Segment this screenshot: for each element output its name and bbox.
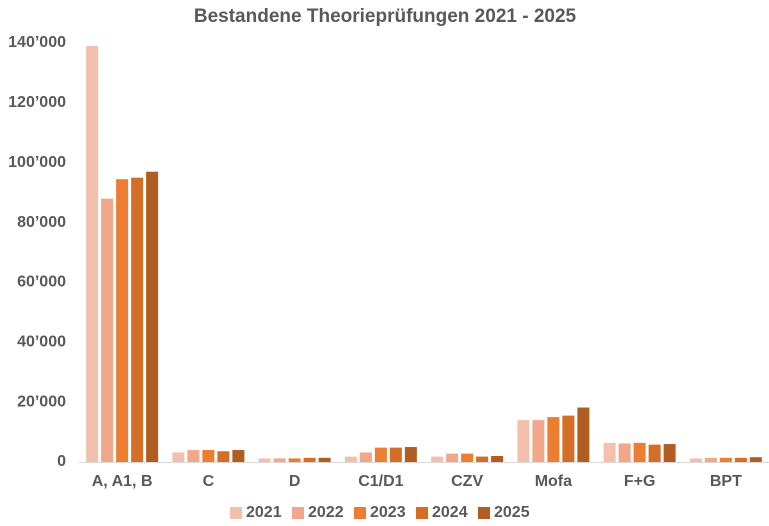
legend-label: 2021 xyxy=(246,504,282,521)
bar xyxy=(689,458,702,462)
chart-title: Bestandene Theorieprüfungen 2021 - 2025 xyxy=(194,6,577,27)
y-tick-label: 80’000 xyxy=(17,214,66,231)
y-tick-label: 120’000 xyxy=(8,94,66,111)
legend-label: 2024 xyxy=(432,504,468,521)
x-tick-label: A, A1, B xyxy=(92,473,153,490)
bar xyxy=(172,452,185,462)
bar xyxy=(318,457,331,462)
legend-label: 2025 xyxy=(494,504,530,521)
bar xyxy=(86,45,99,462)
bar xyxy=(633,442,646,462)
y-tick-label: 40’000 xyxy=(17,334,66,351)
bar xyxy=(749,457,762,462)
bar xyxy=(719,457,732,462)
bar xyxy=(663,444,676,462)
bar xyxy=(359,452,372,462)
bar xyxy=(273,458,286,462)
x-tick-label: F+G xyxy=(624,473,656,490)
y-tick-label: 100’000 xyxy=(8,154,66,171)
y-tick-label: 0 xyxy=(57,453,66,470)
bar xyxy=(476,456,489,462)
bar xyxy=(431,456,444,462)
y-tick-label: 140’000 xyxy=(8,34,66,51)
x-tick-label: C1/D1 xyxy=(358,473,403,490)
bar xyxy=(532,420,545,462)
bar xyxy=(461,453,474,462)
bar xyxy=(116,179,129,463)
bar xyxy=(288,458,301,462)
bar xyxy=(734,457,747,462)
legend-swatch xyxy=(354,507,366,519)
legend-label: 2022 xyxy=(308,504,344,521)
bar xyxy=(446,453,459,462)
bar xyxy=(232,450,245,462)
legend-swatch xyxy=(478,507,490,519)
bar xyxy=(704,457,717,462)
bar xyxy=(258,458,271,462)
x-tick-label: C xyxy=(203,473,215,490)
bar xyxy=(648,444,661,462)
bar xyxy=(618,443,631,462)
bar xyxy=(101,198,114,462)
x-tick-label: D xyxy=(289,473,301,490)
bar xyxy=(547,417,560,462)
x-tick-label: Mofa xyxy=(535,473,572,490)
legend-swatch xyxy=(416,507,428,519)
bar xyxy=(202,450,215,462)
bar xyxy=(562,415,575,462)
bar xyxy=(577,407,590,462)
bar xyxy=(187,450,200,462)
legend-label: 2023 xyxy=(370,504,406,521)
bar xyxy=(491,456,504,462)
bar xyxy=(146,171,159,462)
bar xyxy=(389,447,402,462)
y-tick-label: 60’000 xyxy=(17,274,66,291)
bar xyxy=(303,457,316,462)
legend-swatch xyxy=(230,507,242,519)
bar xyxy=(344,456,357,462)
bar xyxy=(517,420,530,462)
y-tick-label: 20’000 xyxy=(17,393,66,410)
bar xyxy=(374,447,387,462)
bar xyxy=(217,451,230,462)
x-tick-label: CZV xyxy=(451,473,483,490)
legend-swatch xyxy=(292,507,304,519)
x-tick-label: BPT xyxy=(710,473,742,490)
bar xyxy=(603,442,616,462)
bar xyxy=(404,447,417,462)
bar xyxy=(131,177,144,462)
